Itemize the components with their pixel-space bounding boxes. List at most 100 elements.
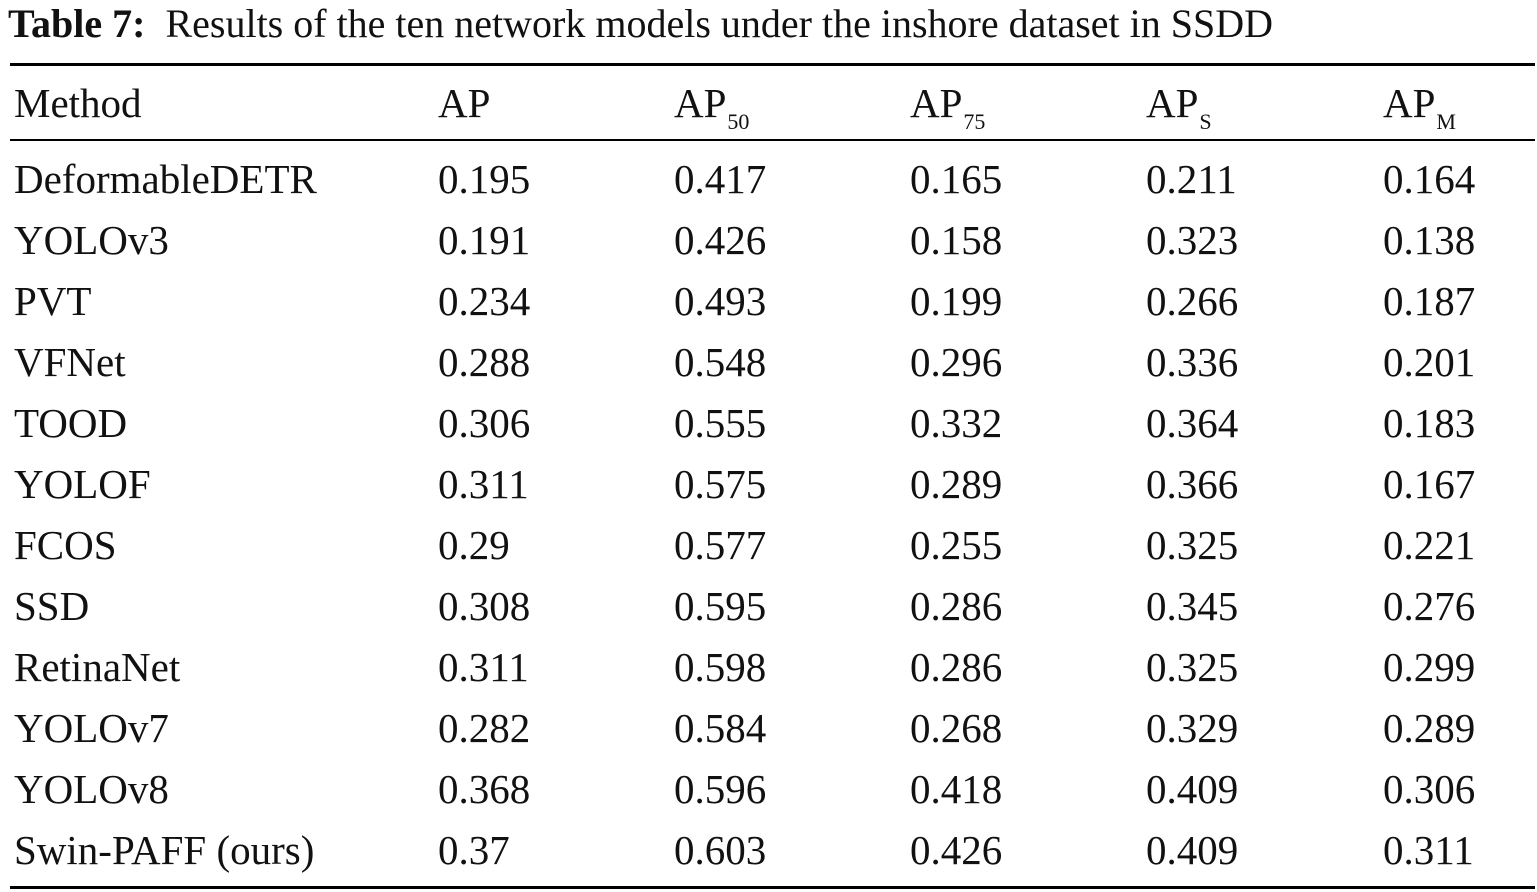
header-ap75-sub: 75 (963, 109, 986, 134)
table-row: PVT 0.234 0.493 0.199 0.266 0.187 (0, 271, 1537, 332)
cell-aps: 0.409 (1146, 827, 1239, 873)
header-ap: AP (438, 80, 491, 126)
cell-ap: 0.311 (438, 461, 529, 507)
cell-apm: 0.276 (1383, 583, 1476, 629)
cell-method: FCOS (14, 522, 117, 568)
header-aps: APS (1146, 66, 1212, 140)
cell-method: PVT (14, 278, 92, 324)
cell-apm: 0.299 (1383, 644, 1476, 690)
cell-aps: 0.364 (1146, 400, 1239, 446)
table-row: YOLOv8 0.368 0.596 0.418 0.409 0.306 (0, 759, 1537, 820)
cell-apm: 0.187 (1383, 278, 1476, 324)
cell-apm: 0.221 (1383, 522, 1476, 568)
cell-ap50: 0.595 (674, 583, 767, 629)
table-header-row: Method AP AP50 AP75 APS APM (0, 66, 1537, 134)
cell-ap: 0.368 (438, 766, 531, 812)
cell-ap50: 0.555 (674, 400, 767, 446)
header-apm-base: AP (1383, 80, 1436, 126)
cell-method: DeformableDETR (14, 156, 317, 202)
table-row: VFNet 0.288 0.548 0.296 0.336 0.201 (0, 332, 1537, 393)
cell-apm: 0.306 (1383, 766, 1476, 812)
header-ap50: AP50 (674, 66, 749, 140)
cell-ap75: 0.296 (910, 339, 1003, 385)
cell-aps: 0.266 (1146, 278, 1239, 324)
cell-ap75: 0.426 (910, 827, 1003, 873)
cell-ap50: 0.548 (674, 339, 767, 385)
cell-aps: 0.336 (1146, 339, 1239, 385)
cell-aps: 0.323 (1146, 217, 1239, 263)
cell-method: YOLOv7 (14, 705, 169, 751)
cell-ap: 0.282 (438, 705, 531, 751)
cell-aps: 0.409 (1146, 766, 1239, 812)
cell-apm: 0.167 (1383, 461, 1476, 507)
table-header-rule (10, 139, 1535, 141)
cell-method: YOLOv8 (14, 766, 169, 812)
table-caption-text: Results of the ten network models under … (165, 1, 1274, 46)
cell-ap75: 0.165 (910, 156, 1003, 202)
cell-ap50: 0.426 (674, 217, 767, 263)
cell-ap75: 0.289 (910, 461, 1003, 507)
table-row: YOLOF 0.311 0.575 0.289 0.366 0.167 (0, 454, 1537, 515)
cell-ap50: 0.598 (674, 644, 767, 690)
table-row: DeformableDETR 0.195 0.417 0.165 0.211 0… (0, 149, 1537, 210)
cell-ap75: 0.418 (910, 766, 1003, 812)
cell-apm: 0.289 (1383, 705, 1476, 751)
cell-method: VFNet (14, 339, 126, 385)
cell-apm: 0.311 (1383, 827, 1474, 873)
cell-ap: 0.195 (438, 156, 531, 202)
cell-method: YOLOF (14, 461, 151, 507)
cell-ap: 0.306 (438, 400, 531, 446)
cell-ap75: 0.286 (910, 583, 1003, 629)
table-caption: Table 7: Results of the ten network mode… (8, 0, 1273, 50)
table-caption-label: Table 7: (8, 1, 146, 46)
table-row: YOLOv7 0.282 0.584 0.268 0.329 0.289 (0, 698, 1537, 759)
cell-ap: 0.37 (438, 827, 510, 873)
cell-method: YOLOv3 (14, 217, 169, 263)
table-top-rule (10, 63, 1535, 66)
table-row: YOLOv3 0.191 0.426 0.158 0.323 0.138 (0, 210, 1537, 271)
table-row: SSD 0.308 0.595 0.286 0.345 0.276 (0, 576, 1537, 637)
cell-ap50: 0.417 (674, 156, 767, 202)
cell-ap75: 0.286 (910, 644, 1003, 690)
cell-aps: 0.366 (1146, 461, 1239, 507)
cell-ap50: 0.575 (674, 461, 767, 507)
header-aps-base: AP (1146, 80, 1199, 126)
cell-aps: 0.329 (1146, 705, 1239, 751)
cell-ap: 0.311 (438, 644, 529, 690)
cell-ap75: 0.199 (910, 278, 1003, 324)
cell-ap50: 0.493 (674, 278, 767, 324)
table-row: FCOS 0.29 0.577 0.255 0.325 0.221 (0, 515, 1537, 576)
cell-apm: 0.164 (1383, 156, 1476, 202)
cell-ap: 0.29 (438, 522, 510, 568)
cell-ap75: 0.158 (910, 217, 1003, 263)
cell-ap: 0.288 (438, 339, 531, 385)
header-ap50-sub: 50 (727, 109, 750, 134)
table-row: Swin-PAFF (ours) 0.37 0.603 0.426 0.409 … (0, 820, 1537, 881)
cell-apm: 0.138 (1383, 217, 1476, 263)
cell-ap50: 0.596 (674, 766, 767, 812)
header-method: Method (14, 80, 142, 126)
cell-aps: 0.211 (1146, 156, 1237, 202)
cell-ap: 0.234 (438, 278, 531, 324)
table-row: RetinaNet 0.311 0.598 0.286 0.325 0.299 (0, 637, 1537, 698)
cell-ap50: 0.603 (674, 827, 767, 873)
header-aps-sub: S (1199, 109, 1212, 134)
header-ap75-base: AP (910, 80, 963, 126)
table-bottom-rule (10, 886, 1535, 889)
header-ap75: AP75 (910, 66, 985, 140)
cell-aps: 0.345 (1146, 583, 1239, 629)
cell-method: RetinaNet (14, 644, 181, 690)
cell-aps: 0.325 (1146, 644, 1239, 690)
cell-ap75: 0.332 (910, 400, 1003, 446)
cell-ap: 0.308 (438, 583, 531, 629)
cell-ap: 0.191 (438, 217, 531, 263)
cell-ap75: 0.255 (910, 522, 1003, 568)
cell-apm: 0.183 (1383, 400, 1476, 446)
cell-method: Swin-PAFF (ours) (14, 827, 315, 873)
cell-ap75: 0.268 (910, 705, 1003, 751)
cell-apm: 0.201 (1383, 339, 1476, 385)
header-apm: APM (1383, 66, 1456, 140)
cell-method: TOOD (14, 400, 128, 446)
cell-method: SSD (14, 583, 90, 629)
cell-aps: 0.325 (1146, 522, 1239, 568)
